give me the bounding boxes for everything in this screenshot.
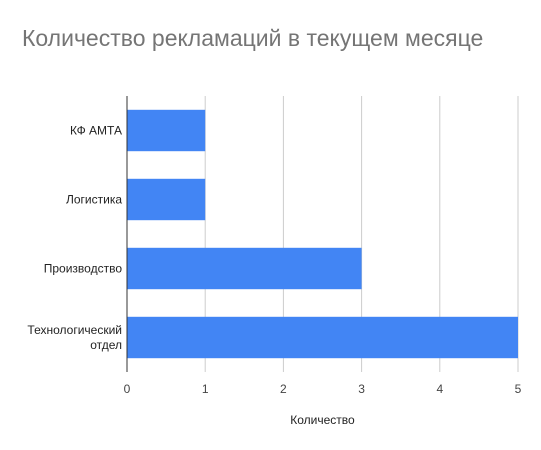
x-tick-labels: 0 1 2 3 4 5 [124, 382, 522, 396]
bar-3 [127, 316, 518, 359]
chart-title: Количество рекламаций в текущем месяце [22, 25, 484, 51]
x-tick-label-4: 4 [436, 382, 443, 396]
bar-0 [127, 109, 206, 152]
bar-1 [127, 178, 206, 221]
x-tick-label-3: 3 [358, 382, 365, 396]
category-label-3-line-0: Технологический [27, 323, 122, 337]
x-tick-label-1: 1 [202, 382, 209, 396]
bars [127, 109, 518, 359]
category-label-0: КФ АМТА [70, 124, 122, 138]
category-label-3-line-1: отдел [90, 338, 122, 352]
bar-2 [127, 247, 362, 290]
x-axis-title: Количество [290, 413, 355, 427]
x-tick-label-0: 0 [124, 382, 131, 396]
category-label-1: Логистика [66, 193, 122, 207]
x-tick-label-5: 5 [515, 382, 522, 396]
x-tick-label-2: 2 [280, 382, 287, 396]
category-label-2: Производство [44, 262, 123, 276]
category-labels: КФ АМТА Логистика Производство Технологичес… [27, 124, 122, 353]
